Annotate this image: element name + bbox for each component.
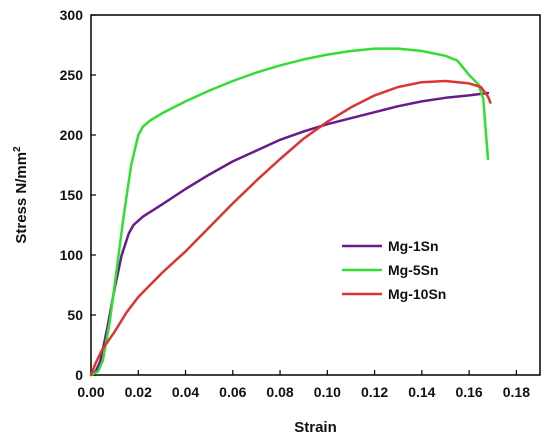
- series-lines: [89, 47, 492, 377]
- y-tick-label: 50: [67, 307, 83, 323]
- y-axis-title: Stress N/mm2: [12, 146, 30, 244]
- x-tick-label: 0.14: [408, 384, 435, 400]
- y-tick-label: 100: [60, 247, 84, 263]
- y-axis-ticks: 0 50 100 150 200 250 300: [60, 7, 96, 383]
- legend-label-mg-10sn: Mg-10Sn: [388, 286, 446, 302]
- x-tick-label: 0.06: [219, 384, 246, 400]
- x-tick-label: 0.16: [455, 384, 482, 400]
- y-axis-title-main: Stress N/mm: [13, 152, 30, 244]
- x-tick-label: 0.00: [77, 384, 104, 400]
- x-tick-label: 0.08: [266, 384, 293, 400]
- y-tick-label: 0: [75, 367, 83, 383]
- series-line-mg-1sn: [89, 91, 490, 377]
- x-tick-label: 0.18: [503, 384, 530, 400]
- y-tick-label: 150: [60, 187, 84, 203]
- legend-label-mg-5sn: Mg-5Sn: [388, 262, 439, 278]
- legend-label-mg-1sn: Mg-1Sn: [388, 238, 439, 254]
- x-axis-ticks: 0.00 0.02 0.04 0.06 0.08 0.10 0.12 0.14 0.16 0.18: [77, 370, 530, 400]
- legend: Mg-1Sn Mg-5Sn Mg-10Sn: [342, 238, 446, 302]
- x-tick-label: 0.10: [314, 384, 341, 400]
- series-line-mg-10sn: [89, 79, 492, 377]
- x-tick-label: 0.12: [361, 384, 388, 400]
- y-tick-label: 200: [60, 127, 84, 143]
- x-tick-label: 0.04: [172, 384, 199, 400]
- y-tick-label: 300: [60, 7, 84, 23]
- y-tick-label: 250: [60, 67, 84, 83]
- x-tick-label: 0.02: [125, 384, 152, 400]
- series-line-mg-5sn: [89, 47, 490, 377]
- y-axis-title-superscript: 2: [12, 146, 23, 152]
- plot-area-frame: [90, 14, 541, 376]
- x-axis-title: Strain: [294, 419, 337, 436]
